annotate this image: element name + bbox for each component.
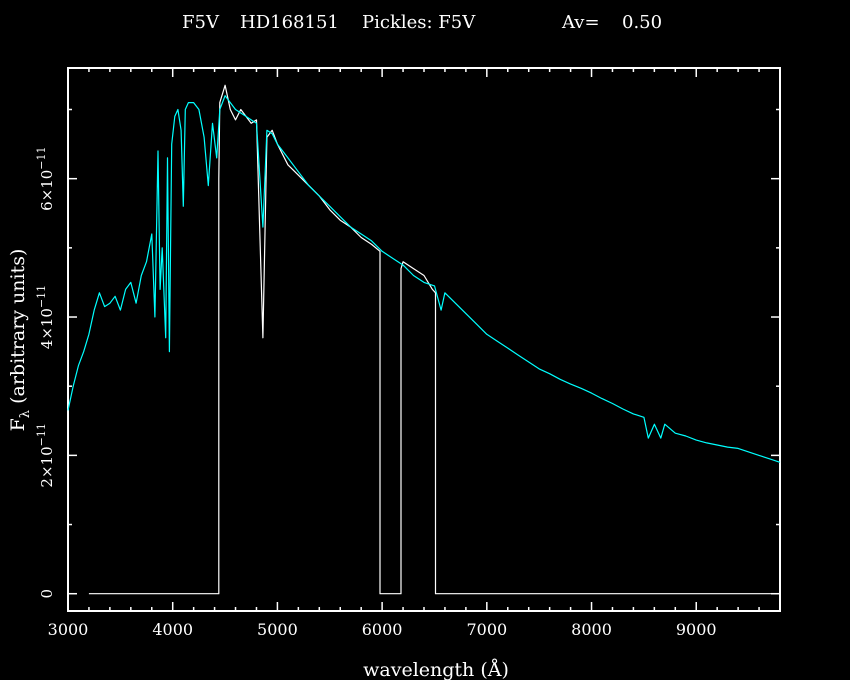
title-av-label: Av=: [561, 12, 600, 33]
x-tick-label: 5000: [257, 620, 298, 639]
y-axis-label-rest: (arbitrary units): [7, 249, 29, 410]
y-tick-label: 4×10−11: [35, 285, 56, 349]
x-tick-labels: 3000 4000 5000 6000 7000 8000 9000: [48, 620, 717, 639]
y-axis-label-sub: λ: [18, 410, 33, 418]
y-tick-labels: 0 2×10−11 4×10−11 6×10−11: [35, 146, 56, 598]
title-av-value: 0.50: [622, 12, 662, 33]
x-tick-label: 7000: [466, 620, 507, 639]
x-tick-label: 8000: [571, 620, 612, 639]
y-tick-label: 0: [38, 589, 56, 599]
y-axis-label: Fλ (arbitrary units): [7, 249, 33, 432]
x-tick-label: 4000: [152, 620, 193, 639]
chart-title: F5V HD168151 Pickles: F5V Av= 0.50: [182, 12, 662, 33]
axis-ticks: [67, 68, 781, 611]
x-tick-label: 9000: [676, 620, 717, 639]
y-axis-label-main: F: [7, 418, 29, 431]
title-star-type: F5V: [182, 12, 220, 33]
x-tick-label: 3000: [48, 620, 89, 639]
y-tick-label: 6×10−11: [35, 146, 56, 210]
x-tick-label: 6000: [362, 620, 403, 639]
series-line-template: [67, 95, 781, 463]
data-series: [67, 84, 781, 595]
x-axis-label: wavelength (Å): [363, 659, 509, 680]
title-star-id: HD168151: [240, 12, 339, 33]
title-pickles-label: Pickles: F5V: [362, 12, 476, 33]
y-tick-label: 2×10−11: [35, 423, 56, 487]
